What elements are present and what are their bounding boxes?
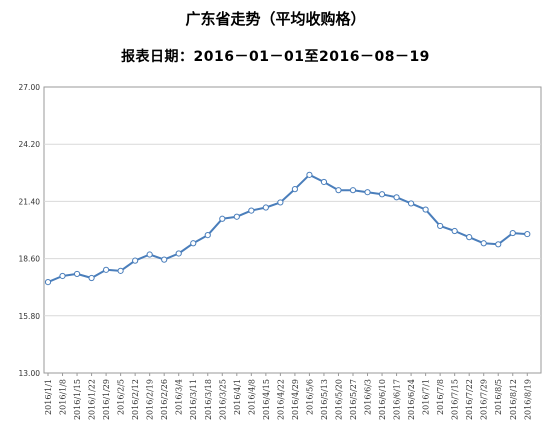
y-tick-label: 18.60 [19,255,41,264]
x-tick-label: 2016/7/22 [465,379,474,420]
data-point [73,270,81,278]
x-tick-label: 2016/4/15 [262,379,271,420]
x-tick-label: 2016/1/15 [73,379,82,420]
data-point [117,267,124,274]
data-point [88,274,95,282]
data-point [349,187,357,194]
data-point [132,257,139,264]
data-point [59,272,66,280]
data-point [190,240,197,247]
data-point [277,199,284,206]
x-tick-label: 2016/8/12 [509,379,518,420]
data-point [335,187,342,194]
data-point [262,204,269,211]
x-tick-label: 2016/2/19 [146,379,155,420]
data-point [219,215,226,222]
x-tick-label: 2016/8/19 [523,379,532,420]
x-tick-label: 2016/6/24 [407,379,416,420]
x-tick-label: 2016/3/4 [175,379,184,415]
x-tick-label: 2016/3/25 [218,379,227,420]
data-point [204,232,211,239]
data-point [161,256,168,263]
x-tick-label: 2016/4/29 [291,379,300,420]
data-point [364,189,371,196]
y-tick-label: 15.80 [19,312,41,321]
x-tick-label: 2016/2/12 [131,379,140,420]
x-tick-label: 2016/1/22 [88,379,97,420]
x-tick-label: 2016/3/11 [189,379,198,420]
series-group [44,171,531,286]
data-point [422,206,429,213]
x-tick-label: 2016/5/6 [305,379,314,415]
x-tick-label: 2016/5/27 [349,379,358,420]
x-tick-label: 2016/1/29 [102,379,111,420]
data-point [451,227,458,235]
x-tick-label: 2016/2/26 [160,379,169,420]
x-tick-label: 2016/4/1 [233,379,242,415]
x-tick-label: 2016/7/15 [451,379,460,420]
x-tick-label: 2016/7/8 [436,379,445,415]
plot-area [43,86,542,374]
x-tick-label: 2016/2/5 [117,379,126,415]
chart-title: 广东省走势（平均收购格） [185,10,366,28]
x-tick-label: 2016/6/10 [378,379,387,420]
x-tick-label: 2016/1/8 [59,379,68,415]
data-point [437,222,444,230]
x-tick-label: 2016/4/8 [247,379,256,415]
y-tick-label: 21.40 [19,197,41,206]
x-tick-label: 2016/7/29 [480,379,489,420]
data-point [248,207,255,214]
data-point [466,234,473,241]
gridlines [44,143,541,317]
data-point [378,191,386,198]
y-axis: 13.00 15.80 18.60 21.40 24.20 27.00 [19,83,41,378]
x-tick-label: 2016/5/13 [320,379,329,420]
data-point [175,250,182,257]
y-tick-label: 24.20 [19,140,41,149]
data-point [320,178,328,186]
data-point [44,278,52,286]
x-tick-label: 2016/6/17 [393,379,402,420]
x-tick-label: 2016/7/1 [422,379,431,415]
x-tick-label: 2016/8/5 [494,379,503,415]
x-axis: 2016/1/1 2016/1/8 2016/1/15 2016/1/22 2016/1… [44,373,532,420]
data-point [233,213,240,220]
data-point [407,200,415,207]
y-tick-label: 13.00 [19,369,41,378]
data-point [524,230,531,238]
data-point [102,266,110,273]
x-tick-label: 2016/5/20 [334,379,343,420]
data-point [146,251,153,258]
x-tick-label: 2016/4/22 [276,379,285,420]
y-tick-label: 27.00 [19,83,41,92]
x-tick-label: 2016/6/3 [364,379,373,415]
series-line [47,173,528,284]
x-tick-label: 2016/1/1 [44,379,53,415]
data-point [306,171,313,178]
chart-subtitle: 报表日期：2016－01－01至2016－08－19 [121,49,430,65]
data-point [509,229,516,237]
data-point [291,186,299,193]
x-tick-label: 2016/3/18 [204,379,213,420]
data-point [480,240,487,247]
data-point [393,194,400,201]
data-point [495,241,502,248]
